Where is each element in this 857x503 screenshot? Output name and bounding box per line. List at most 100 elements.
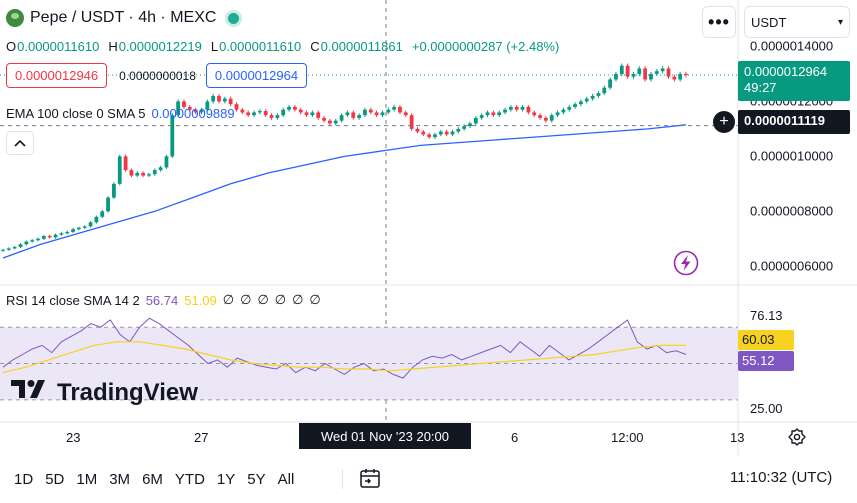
candle-body (333, 120, 338, 124)
candle-body (53, 234, 58, 238)
rsi-extra-4: ∅ (274, 292, 287, 307)
high-key: H (108, 39, 118, 54)
rsi-legend[interactable]: RSI 14 close SMA 14 2 56.74 51.09 ∅ ∅ ∅ … (6, 292, 321, 308)
tv-mark-icon (11, 378, 51, 407)
range-all-button[interactable]: All (277, 470, 295, 488)
candle-body (187, 106, 192, 110)
range-1d-button[interactable]: 1D (14, 470, 34, 488)
candle-body (403, 112, 408, 116)
candle-body (170, 115, 175, 157)
candle-body (614, 73, 618, 80)
brand-name: TradingView (57, 378, 198, 406)
settings-icon[interactable] (788, 428, 806, 446)
lightning-icon[interactable] (673, 250, 699, 276)
change-value: +0.0000000287 (+2.48%) (411, 39, 560, 54)
candle-body (678, 73, 683, 80)
buy-button[interactable]: 0.0000012964 (205, 63, 308, 88)
candle-body (561, 109, 566, 113)
candle-body (24, 241, 29, 245)
symbol-legend[interactable]: Pepe / USDT · 4h · MEXC (6, 9, 240, 27)
open-key: O (6, 39, 17, 54)
range-6m-button[interactable]: 6M (142, 470, 163, 488)
candle-body (520, 106, 525, 110)
range-5y-button[interactable]: 5Y (247, 470, 266, 488)
tradingview-logo[interactable]: TradingView (11, 378, 198, 407)
time-axis-label: 6 (511, 430, 518, 445)
ema-line (2, 124, 687, 259)
close-value: 0.0000011861 (320, 39, 403, 54)
time-axis-label: 13 (730, 430, 744, 445)
candle-body (71, 229, 75, 232)
bar-countdown: 49:27 (744, 80, 777, 95)
sell-button[interactable]: 0.0000012946 (6, 63, 108, 88)
range-1y-button[interactable]: 1Y (216, 470, 236, 488)
candle-body (555, 112, 560, 116)
candle-body (544, 117, 548, 121)
candle-body (427, 134, 432, 138)
rsi-extra-5: ∅ (292, 292, 304, 307)
ema-legend[interactable]: EMA 100 close 0 SMA 5 0.0000009889 (6, 106, 235, 121)
currency-select[interactable]: USDT ▾ (744, 6, 850, 38)
candle-body (205, 101, 210, 110)
candle-body (106, 197, 110, 212)
candle-body (304, 112, 309, 116)
candle-body (129, 170, 134, 176)
more-options-button[interactable]: ••• (702, 6, 736, 38)
rsi-extra-1: ∅ (222, 292, 235, 307)
rsi-extra-2: ∅ (240, 292, 252, 307)
candle-body (339, 115, 344, 121)
range-ytd-button[interactable]: YTD (174, 470, 205, 488)
candle-body (123, 156, 128, 171)
range-5d-button[interactable]: 5D (45, 470, 65, 488)
candle-body (357, 115, 361, 118)
candle-body (468, 123, 472, 127)
candle-body (228, 98, 233, 105)
candle-body (415, 128, 420, 132)
add-alert-icon[interactable]: + (713, 111, 735, 133)
chart-canvas[interactable]: 0.00000140000.00000120000.00000100000.00… (0, 0, 857, 455)
candle-body (147, 174, 151, 176)
time-axis-label: 12:00 (611, 430, 644, 445)
candle-body (654, 71, 659, 74)
trade-buttons: 0.0000012946 0.0000000018 0.0000012964 (6, 63, 308, 88)
candle-body (152, 170, 157, 175)
rsi-line (2, 317, 687, 379)
price-scale-label: 0.0000010000 (750, 148, 833, 163)
candle-body (608, 79, 613, 88)
candle-body (252, 112, 256, 116)
candle-body (666, 68, 671, 77)
calendar-goto-icon[interactable] (358, 466, 382, 490)
candle-body (421, 131, 426, 135)
range-3m-button[interactable]: 3M (109, 470, 131, 488)
candle-body (59, 233, 64, 235)
candle-body (257, 111, 262, 113)
candle-body (112, 183, 116, 198)
candle-body (36, 238, 40, 241)
toolbar-divider (342, 469, 343, 489)
candle-body (672, 76, 677, 80)
candle-body (246, 112, 251, 116)
candle-body (462, 126, 467, 129)
candle-body (76, 227, 81, 230)
candle-body (176, 101, 181, 116)
candle-body (234, 104, 239, 110)
chevron-down-icon: ▾ (837, 16, 843, 28)
utc-clock[interactable]: 11:10:32 (UTC) (730, 469, 833, 486)
candle-body (345, 112, 350, 116)
candle-body (643, 68, 648, 80)
candle-body (328, 120, 332, 124)
close-key: C (310, 39, 320, 54)
candle-body (649, 73, 653, 80)
candle-body (660, 68, 665, 72)
rsi-sma-tag: 60.03 (738, 330, 794, 350)
candle-body (12, 247, 17, 249)
candle-body (579, 101, 583, 105)
candle-body (18, 244, 23, 248)
candle-body (590, 95, 595, 99)
candle-body (637, 68, 642, 74)
range-1m-button[interactable]: 1M (76, 470, 98, 488)
candle-body (298, 109, 303, 113)
collapse-legend-button[interactable] (6, 131, 34, 155)
candle-body (485, 112, 490, 116)
candle-body (567, 106, 572, 110)
